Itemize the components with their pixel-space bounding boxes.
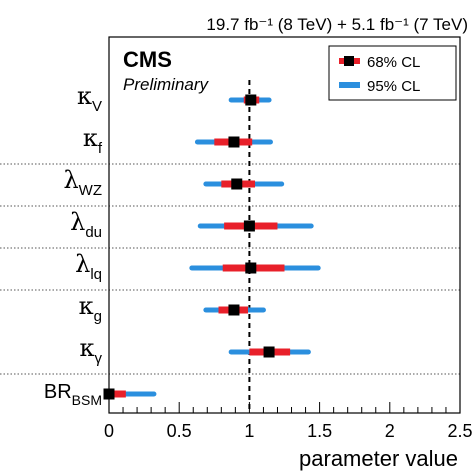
parameter-row: λWZ	[63, 166, 285, 199]
x-axis-label: parameter value	[299, 446, 458, 471]
parameter-symbol: λ	[70, 208, 85, 236]
parameter-row: κg	[79, 292, 266, 325]
x-tick-label: 0.5	[167, 421, 192, 441]
best-fit-marker	[243, 220, 255, 232]
parameter-subscript: du	[85, 224, 102, 241]
parameter-label: λlq	[75, 250, 102, 283]
parameter-label: λdu	[70, 208, 102, 241]
parameter-subscript: WZ	[79, 182, 102, 199]
x-tick-label: 0	[104, 421, 114, 441]
parameter-subscript: BSM	[72, 392, 102, 408]
legend-68-swatch-marker	[344, 56, 354, 66]
parameter-symbol: λ	[75, 250, 90, 278]
parameter-subscript: g	[94, 308, 102, 325]
x-tick-label: 2.5	[447, 421, 472, 441]
parameter-label: λWZ	[63, 166, 102, 199]
parameter-label: BRBSM	[44, 381, 102, 408]
parameter-row: κV	[77, 82, 272, 115]
parameter-symbol: κ	[80, 334, 95, 362]
parameter-subscript: γ	[95, 350, 103, 367]
plot-frame	[108, 36, 461, 414]
experiment-label: CMS	[123, 47, 172, 72]
x-tick-label: 1.5	[307, 421, 332, 441]
parameter-label: κγ	[80, 334, 103, 367]
parameter-label: κg	[79, 292, 102, 325]
parameter-row: λdu	[70, 208, 314, 241]
luminosity-header: 19.7 fb⁻¹ (8 TeV) + 5.1 fb⁻¹ (7 TeV)	[206, 15, 468, 34]
legend-95-label: 95% CL	[367, 78, 420, 95]
parameter-symbol: κ	[79, 292, 94, 320]
best-fit-marker	[245, 94, 257, 106]
parameter-symbol: κ	[83, 124, 98, 152]
parameter-label: κf	[83, 124, 103, 157]
parameter-label: κV	[77, 82, 102, 115]
x-tick-label: 2	[385, 421, 395, 441]
parameter-subscript: f	[98, 140, 103, 157]
parameter-symbol: λ	[63, 166, 78, 194]
parameter-row: λlq	[75, 250, 321, 283]
parameter-row: κf	[83, 124, 273, 157]
legend: 68% CL 95% CL	[328, 45, 457, 101]
parameter-row: κγ	[80, 334, 311, 367]
legend-68-label: 68% CL	[367, 54, 420, 71]
best-fit-marker	[245, 262, 257, 274]
best-fit-marker	[263, 346, 275, 358]
status-label: Preliminary	[123, 75, 210, 94]
legend-frame	[328, 45, 457, 101]
best-fit-marker	[231, 178, 243, 190]
parameter-symbol: BR	[44, 381, 72, 403]
best-fit-marker	[228, 304, 240, 316]
parameter-subscript: V	[92, 98, 102, 115]
x-tick-label: 1	[244, 421, 254, 441]
best-fit-marker	[228, 136, 240, 148]
parameter-subscript: lq	[90, 266, 102, 283]
parameter-symbol: κ	[77, 82, 92, 110]
